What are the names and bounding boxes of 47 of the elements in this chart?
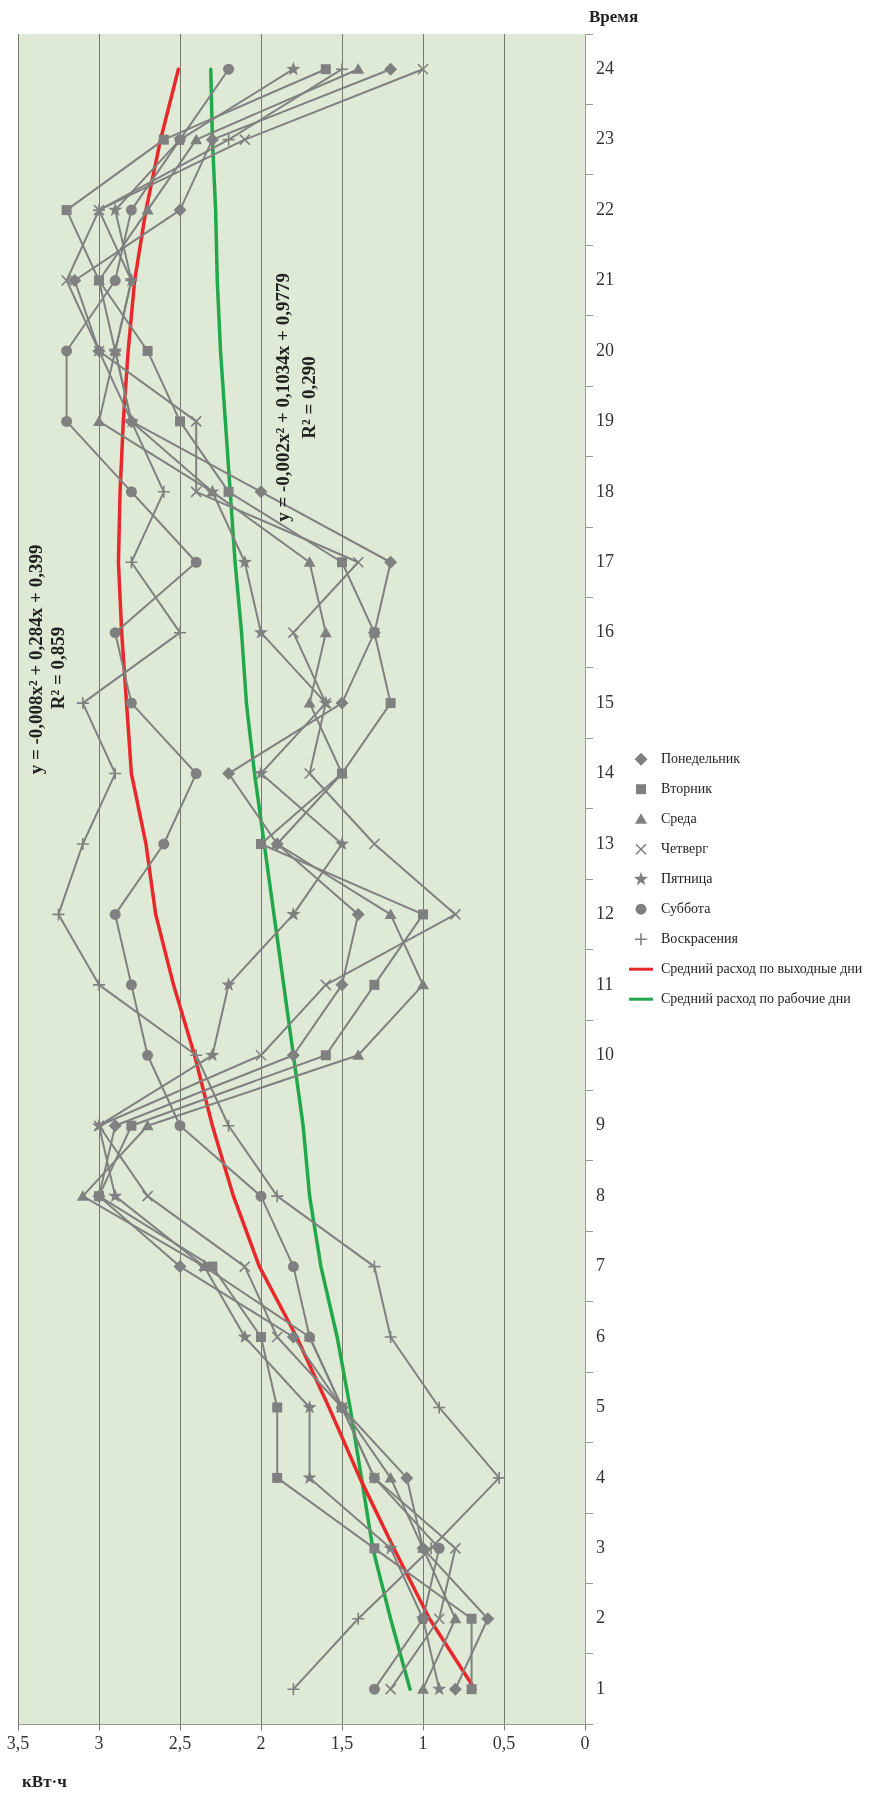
y-tick-label: 24: [596, 57, 614, 78]
y-tick-label: 11: [596, 973, 614, 994]
y-tick-label: 19: [596, 410, 614, 431]
x-tick-label: 0: [580, 1732, 590, 1753]
y-tick-label: 4: [596, 1466, 605, 1487]
legend-label: Воскрасения: [661, 930, 739, 946]
y-tick-label: 13: [596, 832, 614, 853]
legend-label: Четверг: [661, 840, 709, 856]
legend-label: Вторник: [661, 780, 713, 796]
y-tick-label: 17: [596, 550, 614, 571]
y-tick-label: 21: [596, 269, 614, 290]
x-tick-label: 0,5: [492, 1732, 516, 1753]
y-tick-label: 23: [596, 128, 614, 149]
legend-label: Среда: [661, 810, 698, 826]
legend-label: Средний расход по выходные дни: [661, 960, 863, 976]
y-tick-label: 7: [596, 1255, 605, 1276]
y-tick-label: 10: [596, 1044, 614, 1065]
legend-label: Средний расход по рабочие дни: [661, 990, 852, 1006]
x-tick-label: 3,5: [6, 1732, 30, 1753]
y-tick-label: 20: [596, 339, 614, 360]
x-tick-label: 2: [256, 1732, 266, 1753]
legend-label: Пятница: [661, 870, 714, 886]
annotation: y = -0,002x² + 0,1034x + 0,9779: [272, 273, 294, 522]
x-tick-label: 3: [94, 1732, 104, 1753]
y-tick-label: 12: [596, 903, 614, 924]
x-tick-label: 1: [418, 1732, 428, 1753]
y-tick-label: 15: [596, 691, 614, 712]
x-tick-label: 1,5: [330, 1732, 354, 1753]
legend-label: Понедельник: [661, 750, 741, 766]
x-tick-label: 2,5: [168, 1732, 192, 1753]
annotation: y = -0,008x² + 0,284x + 0,399: [25, 544, 47, 775]
y-tick-label: 5: [596, 1396, 605, 1417]
annotation: R² = 0,859: [46, 626, 68, 710]
y-tick-label: 1: [596, 1677, 605, 1698]
y-tick-label: 14: [596, 762, 614, 783]
y-tick-label: 2: [596, 1607, 605, 1628]
y-tick-label: 22: [596, 198, 614, 219]
y-axis-title: Время: [589, 7, 639, 27]
annotation: R² = 0,290: [297, 356, 319, 439]
y-tick-label: 16: [596, 621, 614, 642]
legend-label: Суббота: [661, 900, 712, 916]
y-tick-label: 18: [596, 480, 614, 501]
x-axis-title: кВт·ч: [22, 1771, 68, 1791]
y-tick-label: 6: [596, 1325, 605, 1346]
y-tick-label: 8: [596, 1184, 605, 1205]
y-tick-label: 9: [596, 1114, 605, 1135]
y-tick-label: 3: [596, 1537, 605, 1558]
